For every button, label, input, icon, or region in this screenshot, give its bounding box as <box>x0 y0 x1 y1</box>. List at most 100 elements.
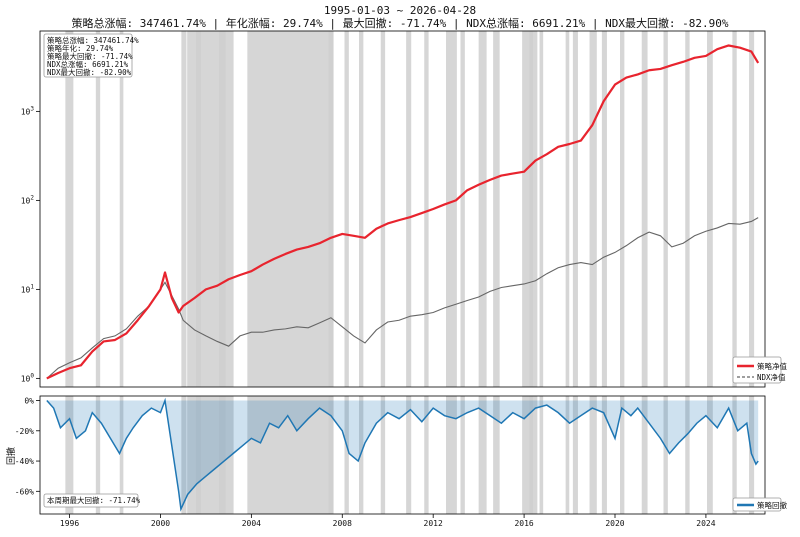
regime-shade <box>707 396 713 514</box>
y-tick-exponent: 2 <box>30 194 34 201</box>
regime-shade <box>95 396 101 514</box>
regime-shade <box>446 396 457 514</box>
regime-shade <box>732 396 737 514</box>
regime-shade <box>380 31 386 387</box>
y-axis-bottom: 0% -20% -40% -60% <box>15 397 40 496</box>
regime-shade <box>493 396 500 514</box>
regime-shade <box>663 396 668 514</box>
drawdown-annotation-bg <box>43 493 139 508</box>
regime-shade <box>446 31 457 387</box>
regime-shade <box>539 31 544 387</box>
stats-line-2: 策略年化: 29.74% <box>47 43 114 53</box>
regime-shade <box>406 31 412 387</box>
y-axis-top: 100 101 102 103 <box>21 105 40 383</box>
drawdown-ylabel: 回撤 <box>5 447 17 465</box>
drawdown-line <box>46 397 759 512</box>
regime-shade <box>187 31 234 387</box>
stats-line-1: 策略总涨幅: 347461.74% <box>47 35 139 45</box>
regime-shade <box>641 396 648 514</box>
regime-shade <box>663 31 668 387</box>
x-tick-label: 2000 <box>151 519 170 528</box>
regime-shade <box>620 396 625 514</box>
regime-shade <box>589 396 597 514</box>
regime-shade <box>181 31 187 387</box>
drawdown-annotation-box: 本周期最大回撤: -71.74% <box>43 493 141 508</box>
regime-shade <box>406 396 412 514</box>
regime-shade <box>328 31 333 387</box>
stats-line-5: NDX最大回撤: -82.90% <box>47 67 132 77</box>
area-group <box>46 397 759 512</box>
y-tick-label: 100 <box>21 372 35 383</box>
regime-shade <box>181 396 187 514</box>
chart-subtitle: 策略总涨幅: 347461.74% | 年化涨幅: 29.74% | 最大回撤:… <box>71 16 728 30</box>
legend-ndx-label: NDX净值 <box>757 372 786 382</box>
regime-shade <box>493 31 500 387</box>
drawdown-panel-frame <box>39 395 766 515</box>
regime-shade <box>380 396 386 514</box>
stats-line-3: 策略最大回撤: -71.74% <box>47 51 133 61</box>
regime-shade <box>478 396 487 514</box>
x-axis: 1996 2000 2004 2008 2012 2016 2020 2024 <box>60 514 716 528</box>
regime-shade <box>119 396 124 514</box>
y-tick-label: -40% <box>15 457 34 466</box>
regime-shade <box>565 396 570 514</box>
legend-drawdown-label: 策略回撤 <box>757 500 787 510</box>
y-tick-label: -60% <box>15 487 34 496</box>
regime-shade <box>460 396 465 514</box>
regime-shade <box>539 396 544 514</box>
legend-bottom: 策略回撤 <box>732 497 787 512</box>
regime-shade <box>641 31 648 387</box>
y-tick-exponent: 1 <box>30 283 34 290</box>
regime-shade <box>460 31 465 387</box>
x-tick-label: 2008 <box>333 519 352 528</box>
regime-shade <box>572 396 578 514</box>
price-panel: 100 101 102 103 <box>21 30 766 388</box>
drawdown-annotation: 本周期最大回撤: -71.74% <box>47 495 141 505</box>
strategy-line <box>46 44 760 380</box>
regime-shade <box>565 31 570 387</box>
x-tick-label: 2024 <box>696 519 715 528</box>
regime-shade <box>685 396 690 514</box>
regime-shade <box>95 31 101 387</box>
regime-shade <box>344 31 349 387</box>
regime-shade <box>359 31 364 387</box>
regime-shade <box>344 396 349 514</box>
stats-box-bg <box>43 33 133 78</box>
regime-shade <box>589 31 597 387</box>
regime-shade <box>522 396 538 514</box>
y-tick-label: 102 <box>21 194 35 205</box>
regime-shade <box>601 31 607 387</box>
regime-shade <box>522 31 538 387</box>
regime-shade <box>424 396 429 514</box>
y-tick-label: 103 <box>21 105 35 116</box>
price-panel-frame <box>39 30 766 388</box>
legend-bottom-bg <box>732 497 782 512</box>
line-group <box>46 44 760 380</box>
drawdown-panel: 0% -20% -40% -60% 1996 2000 2004 2008 2012 2016 2… <box>15 395 766 528</box>
drawdown-area <box>46 400 759 510</box>
regime-shade <box>707 31 713 387</box>
x-tick-label: 2004 <box>242 519 261 528</box>
x-tick-label: 1996 <box>60 519 79 528</box>
shade-group <box>65 31 755 387</box>
regime-shade <box>749 31 755 387</box>
regime-shade <box>424 31 429 387</box>
stats-line-4: NDX总涨幅: 6691.21% <box>47 59 129 69</box>
x-tick-label: 2016 <box>514 519 533 528</box>
y-tick-label: 101 <box>21 283 35 294</box>
shade-group <box>65 396 755 514</box>
regime-shade <box>601 396 607 514</box>
chart-title: 1995-01-03 ~ 2026-04-28 <box>324 4 476 17</box>
x-tick-label: 2020 <box>605 519 624 528</box>
regime-shade <box>65 396 74 514</box>
regime-shade <box>572 31 578 387</box>
ndx-line <box>46 217 759 379</box>
legend-top: 策略净值 NDX净值 <box>732 356 787 384</box>
stats-box: 策略总涨幅: 347461.74% 策略年化: 29.74% 策略最大回撤: -… <box>43 33 139 78</box>
regime-shade <box>478 31 487 387</box>
x-tick-label: 2012 <box>424 519 443 528</box>
regime-shade <box>247 31 334 387</box>
regime-shade <box>187 396 234 514</box>
